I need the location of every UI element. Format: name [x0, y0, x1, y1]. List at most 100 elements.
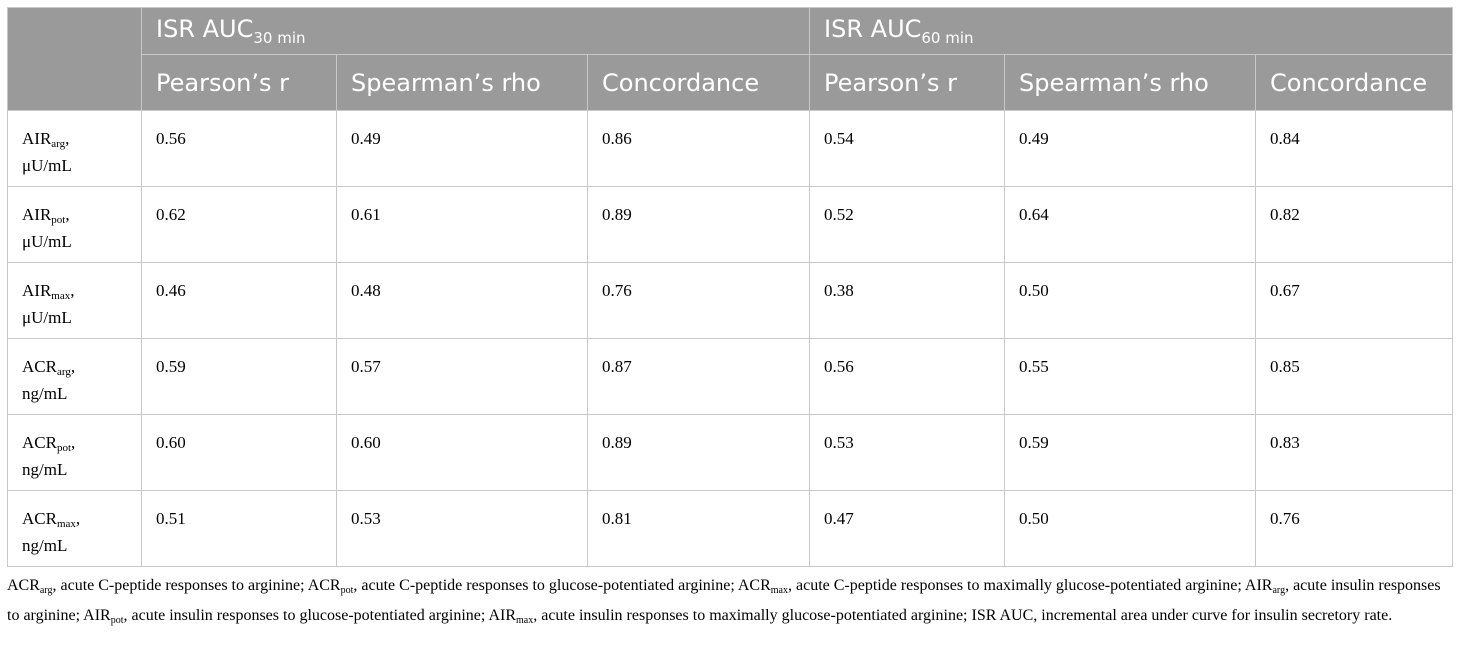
footnote-abbr-main: AIR [1244, 577, 1273, 594]
row-label-sub: max [56, 518, 76, 530]
table-cell: 0.81 [586, 490, 811, 567]
row-label: AIRarg, μU/mL [7, 110, 142, 187]
row-label-main: AIR [22, 205, 52, 224]
footnote-definition: , acute C-peptide responses to glucose-p… [353, 577, 738, 594]
table-cell: 0.87 [586, 338, 811, 415]
table-cell: 0.48 [336, 262, 588, 339]
table-cell: 0.50 [1004, 490, 1257, 567]
table-cell: 0.76 [586, 262, 811, 339]
correlation-table: ISR AUC30 min ISR AUC60 min Pearson’s r … [7, 7, 1454, 567]
footnote-abbr-main: ACR [737, 577, 771, 594]
table-cell: 0.38 [809, 262, 1006, 339]
table-footnote: ACRarg, acute C-peptide responses to arg… [7, 573, 1452, 633]
footnote-abbr-sub: pot [110, 615, 124, 626]
table-cell: 0.53 [336, 490, 588, 567]
table-cell: 0.67 [1255, 262, 1454, 339]
table-cell: 0.60 [336, 414, 588, 491]
table-cell: 0.55 [1004, 338, 1257, 415]
table-row: ACRarg, ng/mL 0.59 0.57 0.87 0.56 0.55 0.85 [7, 338, 1454, 415]
row-label-main: AIR [22, 129, 52, 148]
group-header-sub: 30 min [253, 29, 306, 47]
column-header: Pearson’s r [809, 54, 1006, 111]
header-row-groups: ISR AUC30 min ISR AUC60 min [7, 7, 1454, 111]
row-label-sub: pot [51, 214, 66, 226]
row-label-main: ACR [22, 357, 57, 376]
row-label-unit: ng/mL [22, 383, 68, 403]
table-cell: 0.60 [141, 414, 337, 491]
table-cell: 0.62 [141, 186, 337, 263]
row-label-comma: , [70, 281, 75, 300]
row-label: ACRarg, ng/mL [7, 338, 142, 415]
table-cell: 0.50 [1004, 262, 1257, 339]
row-label-unit: ng/mL [22, 459, 68, 479]
footnote-definition-isr: ISR AUC, incremental area under curve fo… [971, 607, 1393, 624]
table-cell: 0.85 [1255, 338, 1454, 415]
footnote-definition: , acute insulin responses to arginine; [7, 577, 1441, 624]
row-label-comma: , [65, 205, 70, 224]
table-cell: 0.49 [1004, 110, 1257, 187]
footnote-abbr-main: ACR [7, 577, 40, 594]
table-cell: 0.52 [809, 186, 1006, 263]
column-header: Spearman’s rho [1004, 54, 1257, 111]
table-cell: 0.64 [1004, 186, 1257, 263]
table-cell: 0.53 [809, 414, 1006, 491]
footnote-definition: , acute C-peptide responses to arginine; [52, 577, 308, 594]
group-header-isr-auc-30: ISR AUC30 min [140, 7, 811, 55]
column-header: Spearman’s rho [336, 54, 588, 111]
footnote-abbr-sub: arg [39, 585, 53, 596]
table-row: ACRmax, ng/mL 0.51 0.53 0.81 0.47 0.50 0.76 [7, 490, 1454, 567]
header-row-columns: Pearson’s r Spearman’s rho Concordance P… [8, 54, 1454, 111]
table-row: AIRarg, μU/mL 0.56 0.49 0.86 0.54 0.49 0.84 [7, 110, 1454, 187]
table-cell: 0.84 [1255, 110, 1454, 187]
group-header-isr-auc-60: ISR AUC60 min [809, 7, 1454, 55]
table-cell: 0.82 [1255, 186, 1454, 263]
column-header: Pearson’s r [141, 54, 337, 111]
table-cell: 0.56 [809, 338, 1006, 415]
footnote-abbr-sub: pot [340, 585, 354, 596]
row-label-main: AIR [22, 281, 52, 300]
group-header-main: ISR AUC [156, 15, 254, 43]
table-row: AIRpot, μU/mL 0.62 0.61 0.89 0.52 0.64 0.82 [7, 186, 1454, 263]
row-label-main: ACR [22, 433, 57, 452]
row-label-comma: , [75, 509, 81, 528]
row-label-unit: μU/mL [22, 231, 72, 251]
table-cell: 0.49 [336, 110, 588, 187]
corner-header-cell [7, 7, 142, 111]
table-cell: 0.54 [809, 110, 1006, 187]
row-label-unit: μU/mL [22, 155, 72, 175]
column-header: Concordance [1255, 54, 1454, 111]
table-cell: 0.89 [586, 186, 811, 263]
footnote-abbr-sub: arg [1272, 585, 1286, 596]
footnote-definition: , acute C-peptide responses to maximally… [788, 577, 1245, 594]
table-cell: 0.86 [586, 110, 811, 187]
footnote-abbr-sub: max [516, 615, 534, 626]
table-row: ACRpot, ng/mL 0.60 0.60 0.89 0.53 0.59 0.83 [7, 414, 1454, 491]
footnote-abbr-sub: max [770, 585, 788, 596]
table-cell: 0.57 [336, 338, 588, 415]
table-body: AIRarg, μU/mL 0.56 0.49 0.86 0.54 0.49 0.84 AIRp… [7, 110, 1454, 567]
table-cell: 0.47 [809, 490, 1006, 567]
row-label: ACRpot, ng/mL [7, 414, 142, 491]
table-cell: 0.83 [1255, 414, 1454, 491]
row-label: AIRpot, μU/mL [7, 186, 142, 263]
row-label-main: ACR [22, 509, 57, 528]
row-label: ACRmax, ng/mL [7, 490, 142, 567]
row-label-sub: arg [51, 138, 66, 150]
table-cell: 0.59 [1004, 414, 1257, 491]
group-header-sub: 60 min [921, 29, 974, 47]
row-label-comma: , [71, 433, 76, 452]
footnote-abbr-main: AIR [83, 607, 111, 624]
row-label-unit: ng/mL [22, 535, 68, 555]
table-cell: 0.46 [141, 262, 337, 339]
column-header: Concordance [586, 54, 811, 111]
table-row: AIRmax, μU/mL 0.46 0.48 0.76 0.38 0.50 0.67 [7, 262, 1454, 339]
table-cell: 0.61 [336, 186, 588, 263]
row-label-comma: , [65, 129, 70, 148]
group-header-main: ISR AUC [824, 15, 922, 43]
footnote-abbr-main: AIR [488, 607, 516, 624]
footnote-definition: , acute insulin responses to maximally g… [533, 607, 972, 624]
row-label-sub: pot [56, 442, 72, 454]
table-cell: 0.59 [141, 338, 337, 415]
row-label: AIRmax, μU/mL [7, 262, 142, 339]
footnote-abbr-main: ACR [307, 577, 341, 594]
